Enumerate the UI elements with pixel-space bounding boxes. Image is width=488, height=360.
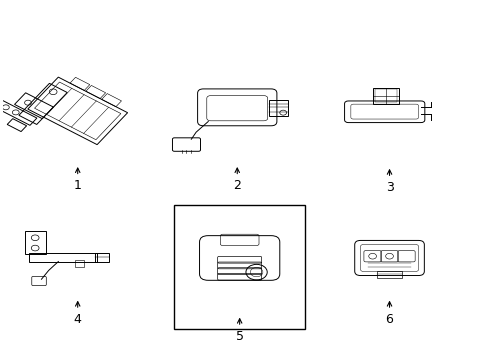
Bar xyxy=(374,89,396,102)
Bar xyxy=(372,88,398,104)
Text: 1: 1 xyxy=(74,179,81,192)
Text: 4: 4 xyxy=(74,312,81,325)
Bar xyxy=(75,260,84,267)
Bar xyxy=(174,205,305,329)
Text: 3: 3 xyxy=(385,181,393,194)
Text: 2: 2 xyxy=(233,179,241,192)
Text: 6: 6 xyxy=(385,312,393,325)
Text: 5: 5 xyxy=(235,329,243,343)
